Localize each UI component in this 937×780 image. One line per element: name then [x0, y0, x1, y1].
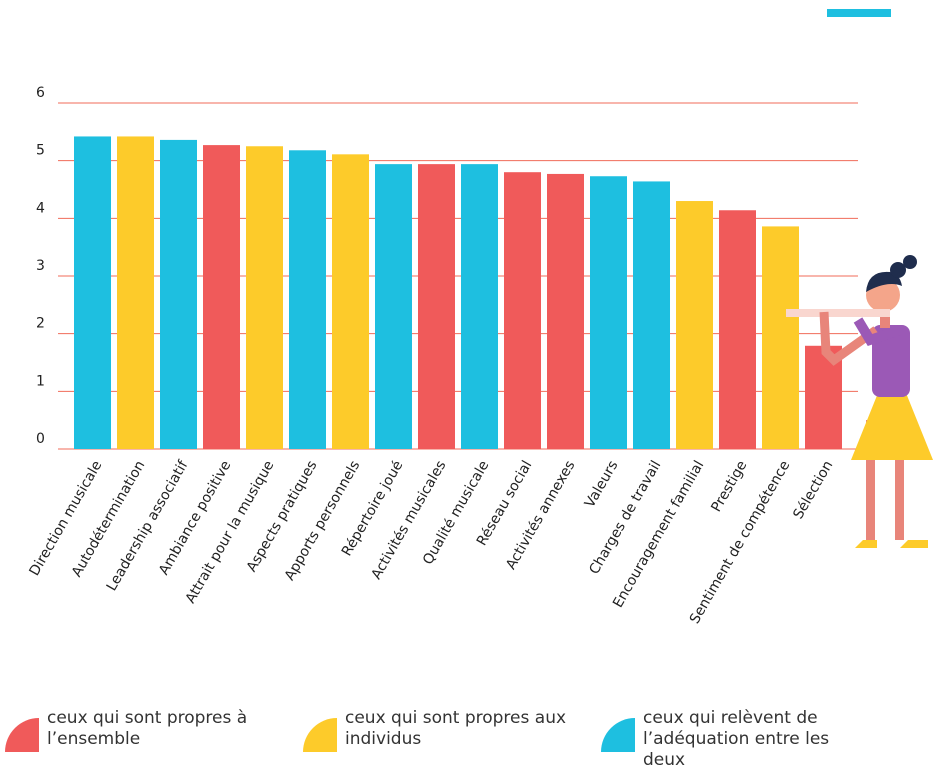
legend-marker	[303, 718, 337, 752]
bar	[418, 164, 455, 450]
y-tick-label: 0	[36, 431, 45, 447]
bar	[461, 164, 498, 450]
legend-swatch	[303, 718, 337, 752]
legend-marker	[5, 718, 39, 752]
bar	[246, 146, 283, 449]
x-tick-label: Leadership associatif	[104, 457, 192, 594]
y-tick-label: 6	[36, 85, 45, 101]
x-tick-label: Valeurs	[582, 458, 622, 511]
x-tick-label: Apports personnels	[282, 458, 364, 583]
legend-marker	[601, 718, 635, 752]
y-tick-label: 2	[36, 316, 45, 332]
legend-label: ceux qui relèvent de l’adéquation entre …	[643, 708, 830, 770]
legend-swatch	[5, 718, 39, 752]
legend-swatch	[601, 718, 635, 752]
bar	[375, 164, 412, 450]
bar	[633, 181, 670, 449]
bar	[74, 136, 111, 450]
x-tick-label: Activités musicales	[368, 458, 449, 582]
bar	[332, 154, 369, 449]
bar	[504, 172, 541, 449]
bar	[762, 226, 799, 449]
bar	[676, 201, 713, 449]
y-tick-label: 1	[36, 373, 45, 389]
bar	[117, 136, 154, 450]
y-tick-label: 3	[36, 258, 45, 274]
bar	[203, 145, 240, 449]
legend-label: ceux qui sont propres à l’ensemble	[47, 708, 248, 749]
bar	[547, 173, 584, 449]
x-tick-label: Sélection	[790, 458, 836, 522]
bar	[289, 150, 326, 449]
legend-label: ceux qui sont propres aux individus	[345, 708, 567, 749]
x-tick-label: Prestige	[708, 458, 750, 515]
y-tick-label: 5	[36, 143, 45, 159]
bar	[160, 139, 197, 449]
bar	[590, 176, 627, 449]
bar	[719, 210, 756, 449]
decor-bar	[827, 9, 891, 17]
y-tick-label: 4	[36, 200, 45, 216]
illustration	[786, 255, 933, 548]
